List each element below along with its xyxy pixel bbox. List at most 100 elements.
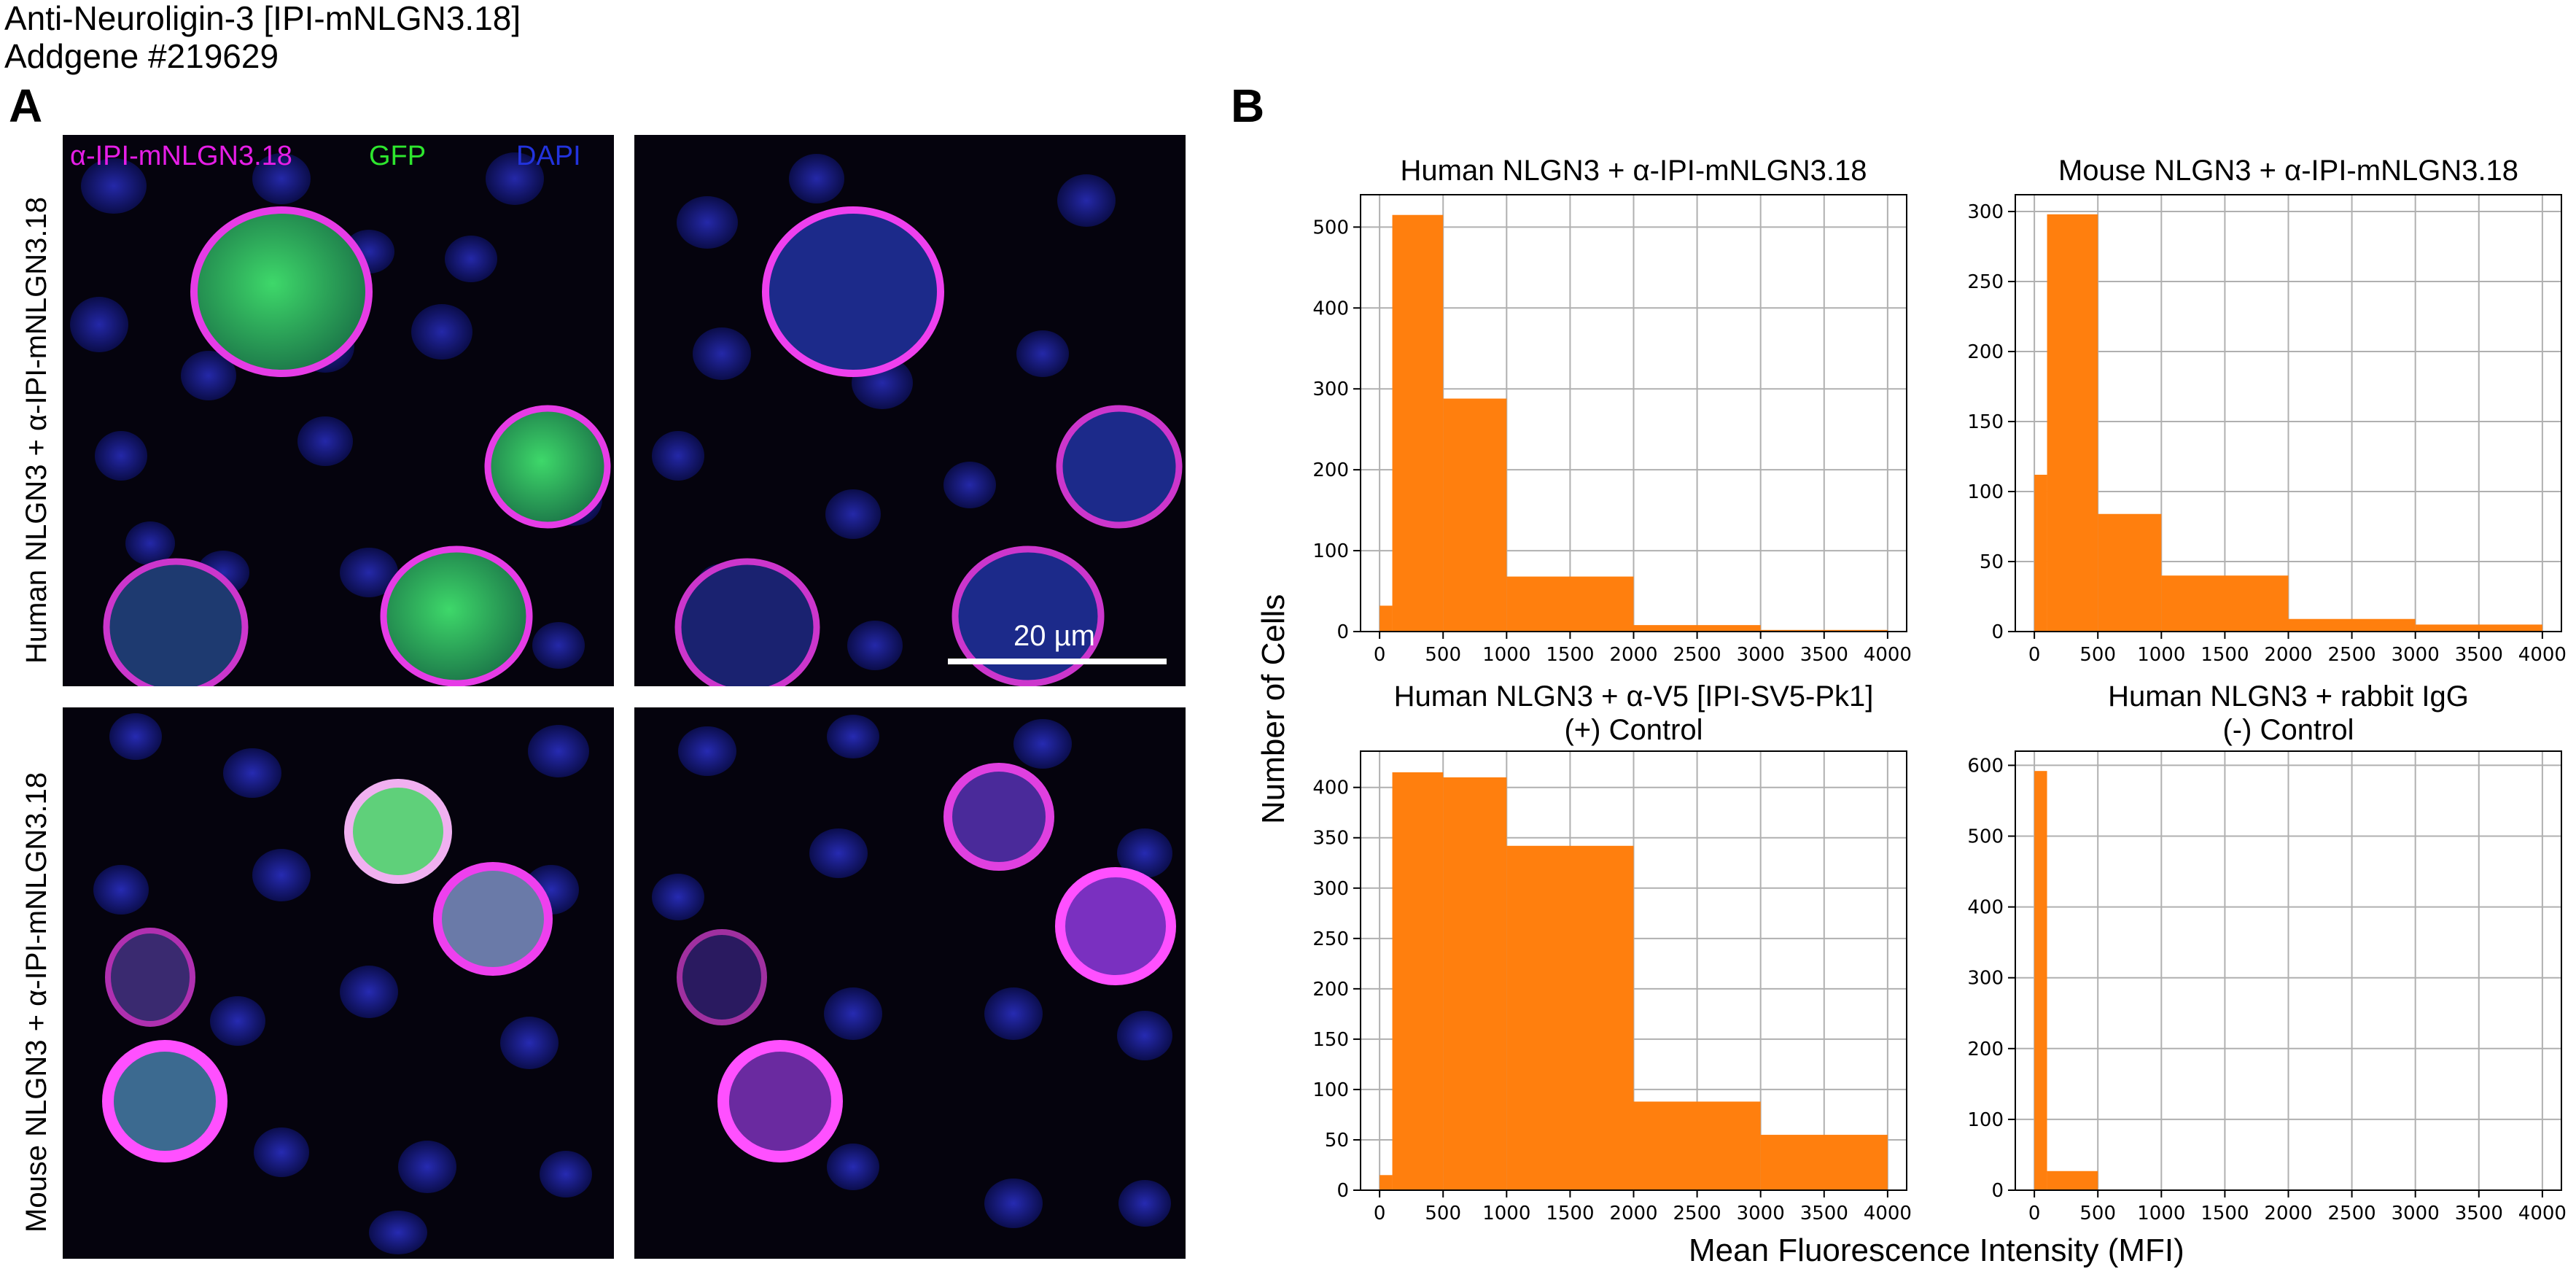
x-tick-label: 3000 <box>1737 1203 1785 1224</box>
histogram-bar <box>2047 1171 2098 1190</box>
y-tick-label: 300 <box>1312 878 1349 900</box>
y-tick-label: 600 <box>1967 755 2004 777</box>
y-tick-label: 200 <box>1312 979 1349 1001</box>
x-tick-label: 2500 <box>1673 1203 1721 1224</box>
x-tick-label: 500 <box>2079 644 2116 666</box>
catalog-number: Addgene #219629 <box>4 37 279 75</box>
x-tick-label: 2500 <box>2328 644 2376 666</box>
x-tick-label: 0 <box>2028 644 2041 666</box>
histogram-bar <box>1443 777 1507 1190</box>
micrograph-human-merged: α-IPI-mNLGN3.18 GFP DAPI <box>63 135 614 686</box>
histogram-bar <box>2161 575 2289 632</box>
y-tick-label: 250 <box>1967 271 2004 293</box>
x-tick-label: 2500 <box>1673 644 1721 666</box>
x-tick-label: 3000 <box>2392 1203 2440 1224</box>
x-axis-label: Mean Fluorescence Intensity (MFI) <box>1689 1232 2184 1268</box>
micrograph-human-antibody: 20 µm <box>634 135 1186 686</box>
y-tick-label: 0 <box>1991 621 2004 643</box>
histogram-bar <box>1380 605 1393 632</box>
histogram-bar <box>1633 625 1761 632</box>
y-tick-label: 250 <box>1312 928 1349 950</box>
histogram-bar <box>1760 1135 1888 1190</box>
chart-subtitle: (-) Control <box>2222 714 2354 746</box>
histogram-bar <box>2034 474 2047 632</box>
x-tick-label: 2000 <box>2264 1203 2312 1224</box>
histogram-bar <box>1633 1101 1761 1190</box>
y-tick-label: 50 <box>1325 1130 1349 1152</box>
chart-title: Mouse NLGN3 + α-IPI-mNLGN3.18 <box>2058 155 2518 187</box>
histogram-bar <box>1392 214 1444 632</box>
x-tick-label: 1000 <box>2137 1203 2185 1224</box>
histogram-bar <box>2288 618 2416 632</box>
channel-label-dapi: DAPI <box>516 141 581 171</box>
x-tick-label: 3000 <box>2392 644 2440 666</box>
y-tick-label: 300 <box>1312 378 1349 400</box>
y-tick-label: 50 <box>1980 551 2004 573</box>
micrograph-mouse-merged <box>63 707 614 1259</box>
histogram-bar <box>1380 1175 1393 1190</box>
x-tick-label: 1500 <box>1546 1203 1594 1224</box>
histogram-bar <box>2034 771 2047 1190</box>
x-tick-label: 4000 <box>2518 1203 2567 1224</box>
x-tick-label: 3500 <box>2455 1203 2503 1224</box>
scale-bar <box>948 659 1167 664</box>
x-tick-label: 2500 <box>2328 1203 2376 1224</box>
panel-b-letter: B <box>1231 79 1265 132</box>
x-tick-label: 3000 <box>1737 644 1785 666</box>
x-tick-label: 0 <box>1374 644 1386 666</box>
y-tick-label: 300 <box>1967 968 2004 990</box>
y-tick-label: 100 <box>1967 481 2004 503</box>
y-tick-label: 500 <box>1312 217 1349 238</box>
y-tick-label: 0 <box>1336 621 1349 643</box>
x-tick-label: 2000 <box>1609 1203 1657 1224</box>
x-tick-label: 500 <box>2079 1203 2116 1224</box>
figure-title: Anti-Neuroligin-3 [IPI-mNLGN3.18] <box>4 0 521 37</box>
chart-title: Human NLGN3 + α-IPI-mNLGN3.18 <box>1401 155 1867 187</box>
channel-label-antibody: α-IPI-mNLGN3.18 <box>70 141 292 171</box>
y-tick-label: 150 <box>1312 1029 1349 1051</box>
histogram-bar <box>1506 576 1634 632</box>
y-tick-label: 100 <box>1967 1109 2004 1131</box>
x-tick-label: 3500 <box>1800 1203 1848 1224</box>
histogram-bar <box>1392 772 1444 1190</box>
y-tick-label: 0 <box>1336 1180 1349 1202</box>
x-tick-label: 1500 <box>1546 644 1594 666</box>
x-tick-label: 4000 <box>2518 644 2567 666</box>
x-tick-label: 3500 <box>1800 644 1848 666</box>
y-tick-label: 400 <box>1312 777 1349 799</box>
x-tick-label: 0 <box>2028 1203 2041 1224</box>
y-tick-label: 400 <box>1967 897 2004 919</box>
histogram-bar <box>2098 513 2162 632</box>
x-tick-label: 1000 <box>1482 1203 1530 1224</box>
x-tick-label: 1500 <box>2201 1203 2249 1224</box>
y-tick-label: 100 <box>1312 1079 1349 1101</box>
micrograph-mouse-antibody <box>634 707 1186 1259</box>
y-tick-label: 400 <box>1312 298 1349 319</box>
x-tick-label: 500 <box>1425 1203 1461 1224</box>
y-tick-label: 200 <box>1967 1039 2004 1060</box>
y-tick-label: 200 <box>1312 459 1349 481</box>
x-tick-label: 4000 <box>1864 644 1912 666</box>
panel-a-letter: A <box>9 79 43 132</box>
y-tick-label: 150 <box>1967 411 2004 433</box>
histogram-bar <box>1506 845 1634 1190</box>
histogram-bar <box>1760 629 1888 632</box>
channel-label-gfp: GFP <box>369 141 427 171</box>
x-tick-label: 1000 <box>1482 644 1530 666</box>
chart-title: Human NLGN3 + rabbit IgG <box>2108 680 2469 713</box>
x-tick-label: 0 <box>1374 1203 1386 1224</box>
y-tick-label: 0 <box>1991 1180 2004 1202</box>
scale-bar-label: 20 µm <box>1013 620 1095 652</box>
y-tick-label: 500 <box>1967 826 2004 848</box>
y-tick-label: 350 <box>1312 828 1349 850</box>
histogram-bar <box>2047 214 2098 632</box>
x-tick-label: 3500 <box>2455 644 2503 666</box>
y-tick-label: 100 <box>1312 540 1349 562</box>
chart-title: Human NLGN3 + α-V5 [IPI-SV5-Pk1] <box>1394 680 1874 713</box>
histogram-bar <box>2415 624 2542 632</box>
y-tick-label: 200 <box>1967 341 2004 363</box>
x-tick-label: 1500 <box>2201 644 2249 666</box>
x-tick-label: 500 <box>1425 644 1461 666</box>
x-tick-label: 2000 <box>1609 644 1657 666</box>
